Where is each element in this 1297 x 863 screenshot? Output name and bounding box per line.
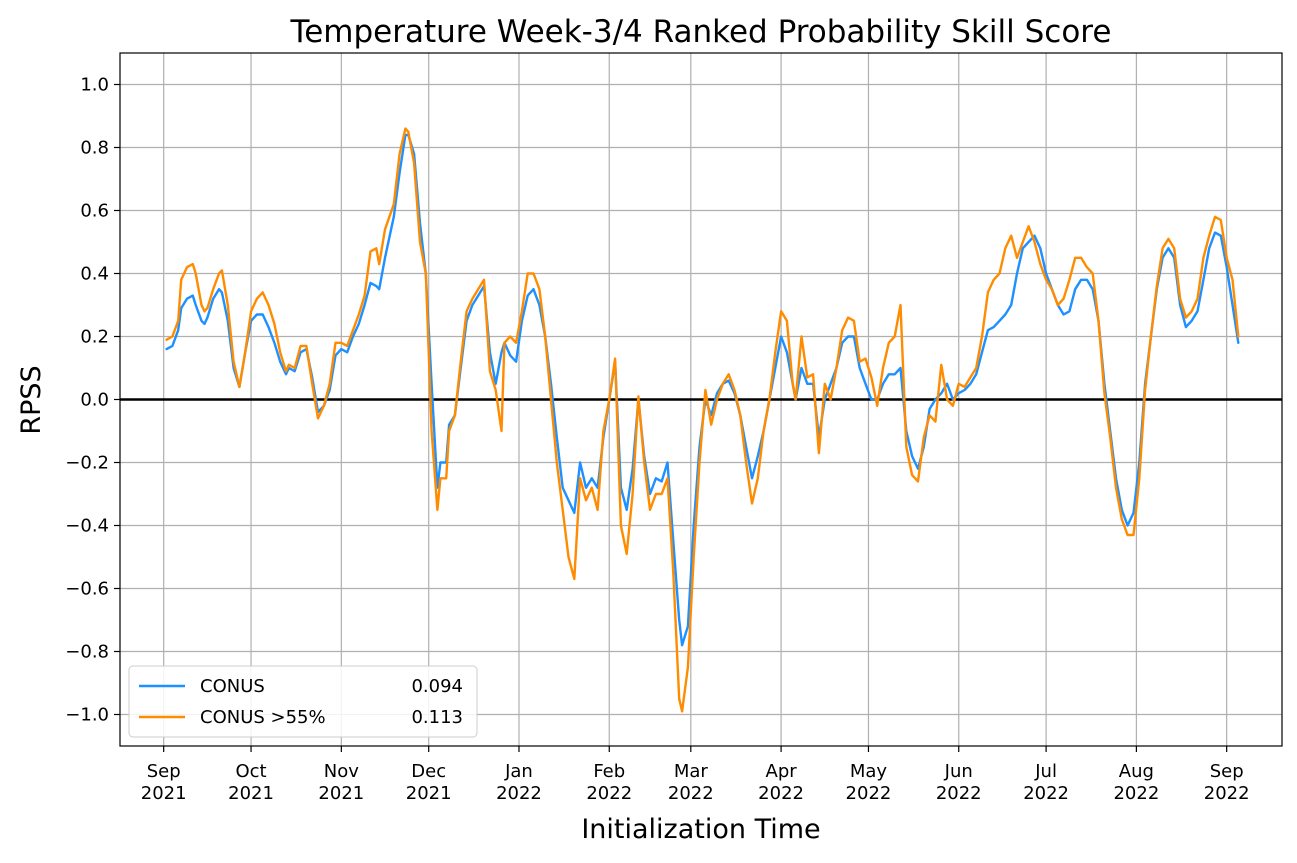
x-tick-label: Oct 2021	[228, 761, 274, 804]
x-tick-label-line: Oct	[235, 761, 266, 782]
x-tick-label-line: 2022	[668, 783, 714, 804]
x-tick-label: May 2022	[846, 761, 892, 804]
x-tick-label: Apr 2022	[758, 761, 804, 804]
y-tick-label: −0.6	[65, 579, 109, 600]
x-tick-label: Jun 2022	[936, 761, 982, 804]
y-tick-label: −0.8	[65, 642, 109, 663]
legend-value-conus-55pct: 0.113	[411, 707, 463, 728]
x-tick-label: Jul 2022	[1023, 761, 1069, 804]
x-tick-label-line: 2021	[141, 783, 187, 804]
x-tick-label-line: Sep	[147, 761, 181, 782]
x-tick-label-line: Feb	[593, 761, 625, 782]
x-tick-label: Dec 2021	[406, 761, 452, 804]
y-tick-label: −0.4	[65, 516, 109, 537]
x-tick-label: Nov 2021	[318, 761, 364, 804]
x-tick-label-line: 2021	[406, 783, 452, 804]
x-tick-label: Sep 2022	[1204, 761, 1250, 804]
legend-value-conus: 0.094	[411, 676, 463, 697]
y-axis-ticks: 1.0 0.8 0.6 0.4 0.2 0.0 −0.2 −0.4 −0.6 −0.8 −1.0	[65, 75, 120, 726]
x-tick-label-line: May	[850, 761, 888, 782]
legend-box	[128, 665, 478, 738]
x-tick-label-line: 2022	[496, 783, 542, 804]
y-tick-label: 0.8	[80, 138, 109, 159]
series-lines	[165, 127, 1240, 713]
x-tick-label: Aug 2022	[1113, 761, 1159, 804]
x-tick-label-line: 2022	[936, 783, 982, 804]
y-tick-label: 0.2	[80, 327, 109, 348]
x-tick-label-line: Jan	[504, 761, 533, 782]
x-tick-label-line: Dec	[411, 761, 446, 782]
x-tick-label-line: Nov	[324, 761, 359, 782]
x-tick-label-line: 2022	[1023, 783, 1069, 804]
x-tick-label: Jan 2022	[496, 761, 542, 804]
chart-title: Temperature Week-3/4 Ranked Probability …	[290, 14, 1112, 50]
y-axis-label: RPSS	[16, 365, 47, 434]
x-tick-label-line: Apr	[766, 761, 798, 782]
series-line-conus-55pct	[165, 127, 1240, 713]
x-tick-label-line: 2021	[228, 783, 274, 804]
x-tick-label-line: 2022	[1113, 783, 1159, 804]
x-tick-label-line: Sep	[1210, 761, 1244, 782]
x-tick-label-line: Jun	[944, 761, 973, 782]
y-tick-label: 0.6	[80, 201, 109, 222]
legend-label-conus-55pct: CONUS >55%	[200, 707, 326, 728]
x-axis-label: Initialization Time	[581, 814, 820, 845]
x-tick-label-line: Jul	[1034, 761, 1057, 782]
legend: CONUS 0.094 CONUS >55% 0.113	[128, 665, 478, 738]
y-tick-label: −0.2	[65, 453, 109, 474]
x-tick-label-line: 2021	[318, 783, 364, 804]
y-tick-label: 1.0	[80, 75, 109, 96]
x-tick-label-line: 2022	[586, 783, 632, 804]
y-tick-label: −1.0	[65, 705, 109, 726]
y-tick-label: 0.4	[80, 264, 109, 285]
x-tick-label-line: Mar	[674, 761, 709, 782]
x-tick-label: Mar 2022	[668, 761, 714, 804]
x-tick-label-line: 2022	[1204, 783, 1250, 804]
y-tick-label: 0.0	[80, 390, 109, 411]
x-tick-label: Feb 2022	[586, 761, 632, 804]
x-tick-label-line: Aug	[1119, 761, 1154, 782]
x-tick-label-line: 2022	[758, 783, 804, 804]
x-tick-label: Sep 2021	[141, 761, 187, 804]
x-tick-label-line: 2022	[846, 783, 892, 804]
legend-label-conus: CONUS	[200, 676, 265, 697]
